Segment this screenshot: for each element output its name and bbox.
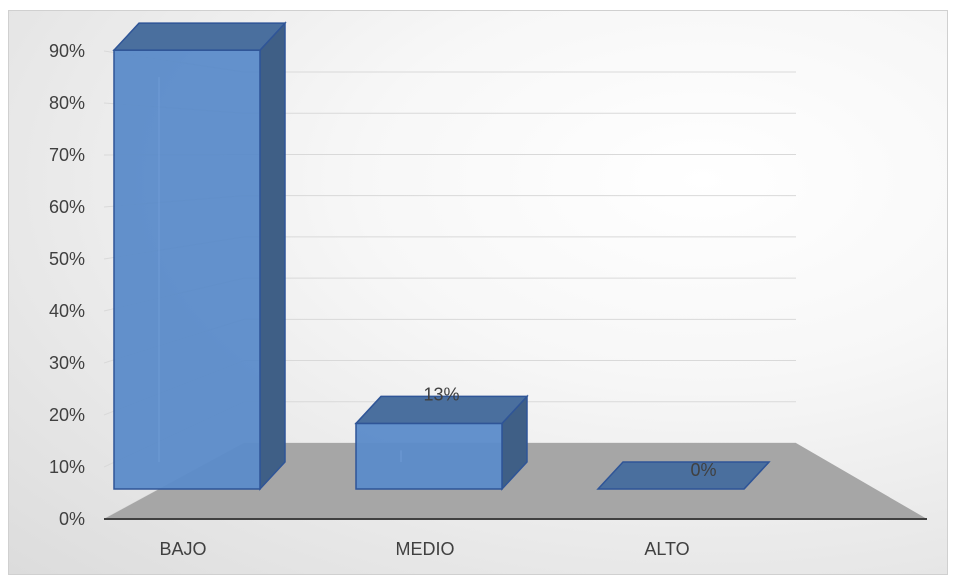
bar-top-face [114, 23, 285, 50]
data-label-bajo: 87% [181, 11, 217, 13]
category-label-bajo: BAJO [159, 539, 206, 559]
y-tick-label: 60% [49, 197, 85, 217]
bars [114, 23, 769, 489]
y-tick-label: 20% [49, 405, 85, 425]
category-label-alto: ALTO [644, 539, 689, 559]
y-tick-label: 30% [49, 353, 85, 373]
chart-area: 0% 10% 20% 30% 40% 50% 60% 70% 80% 90% BAJO MEDIO A… [8, 10, 948, 575]
y-tick-label: 10% [49, 457, 85, 477]
bar-bajo [114, 23, 285, 489]
bar-front-face [356, 423, 502, 489]
category-label-medio: MEDIO [395, 539, 454, 559]
y-tick-label: 90% [49, 41, 85, 61]
y-tick-label: 80% [49, 93, 85, 113]
data-label-alto: 0% [690, 460, 716, 480]
bar-front-face [114, 50, 260, 489]
y-tick-label: 40% [49, 301, 85, 321]
y-tick-label: 50% [49, 249, 85, 269]
data-label-medio: 13% [423, 384, 459, 404]
bar-side-face [260, 23, 285, 489]
bar-medio [356, 396, 527, 489]
bar-alto [598, 462, 769, 489]
bar-chart: 0% 10% 20% 30% 40% 50% 60% 70% 80% 90% BAJO MEDIO A… [9, 11, 948, 575]
bar-top-face [598, 462, 769, 489]
y-tick-label: 0% [59, 509, 85, 529]
y-tick-label: 70% [49, 145, 85, 165]
y-axis-ticks: 0% 10% 20% 30% 40% 50% 60% 70% 80% 90% [49, 41, 85, 529]
x-axis-categories: BAJO MEDIO ALTO [159, 539, 689, 559]
